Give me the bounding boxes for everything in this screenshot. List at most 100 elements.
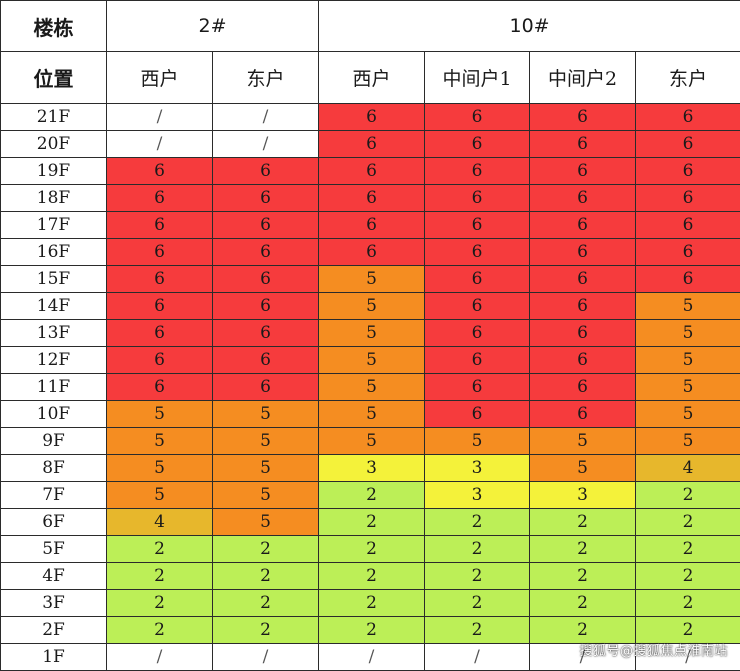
- unit-header-10-east: 东户: [636, 52, 740, 104]
- floor-label: 16F: [1, 239, 107, 266]
- rating-cell: 6: [107, 266, 213, 293]
- floor-label: 9F: [1, 428, 107, 455]
- rating-cell: 6: [530, 374, 636, 401]
- floor-label: 17F: [1, 212, 107, 239]
- rating-cell: 6: [530, 158, 636, 185]
- floor-label: 20F: [1, 131, 107, 158]
- building-label-cell: 楼栋: [1, 1, 107, 52]
- rating-cell: 6: [107, 320, 213, 347]
- rating-cell: 2: [636, 563, 740, 590]
- rating-cell: 5: [213, 455, 319, 482]
- rating-cell: 2: [213, 590, 319, 617]
- unit-header-10-middle-2: 中间户2: [530, 52, 636, 104]
- rating-cell: 2: [319, 617, 425, 644]
- rating-cell: 2: [425, 590, 530, 617]
- rating-cell: 6: [425, 104, 530, 131]
- floor-label: 3F: [1, 590, 107, 617]
- rating-cell: 2: [636, 482, 740, 509]
- rating-cell: 5: [636, 320, 740, 347]
- header-row-position: 位置 西户 东户 西户 中间户1 中间户2 东户: [1, 52, 740, 104]
- header-row-building: 楼栋 2# 10#: [1, 1, 740, 52]
- rating-cell: 6: [107, 212, 213, 239]
- rating-cell: 2: [319, 482, 425, 509]
- rating-cell: 6: [213, 293, 319, 320]
- rating-cell: /: [319, 644, 425, 671]
- rating-cell: 6: [636, 239, 740, 266]
- floor-label: 7F: [1, 482, 107, 509]
- rating-cell: 6: [213, 266, 319, 293]
- rating-cell: 6: [530, 239, 636, 266]
- rating-cell: 6: [425, 293, 530, 320]
- rating-cell: 6: [213, 320, 319, 347]
- rating-cell: 5: [319, 293, 425, 320]
- rating-cell: /: [107, 104, 213, 131]
- unit-header-2-west: 西户: [107, 52, 213, 104]
- rating-cell: 5: [107, 455, 213, 482]
- building-2-header: 2#: [107, 1, 319, 52]
- rating-cell: 6: [319, 239, 425, 266]
- rating-cell: 6: [425, 320, 530, 347]
- rating-cell: 6: [213, 239, 319, 266]
- rating-cell: 2: [636, 536, 740, 563]
- rating-cell: 6: [530, 293, 636, 320]
- rating-cell: 2: [213, 563, 319, 590]
- rating-cell: 6: [107, 347, 213, 374]
- floor-label: 18F: [1, 185, 107, 212]
- rating-cell: 5: [425, 428, 530, 455]
- rating-cell: 5: [319, 428, 425, 455]
- floor-label: 6F: [1, 509, 107, 536]
- rating-cell: 6: [213, 347, 319, 374]
- rating-cell: 5: [636, 428, 740, 455]
- rating-cell: 6: [425, 158, 530, 185]
- rating-cell: 2: [530, 590, 636, 617]
- rating-cell: 2: [530, 536, 636, 563]
- rating-cell: 6: [425, 131, 530, 158]
- rating-cell: 2: [107, 590, 213, 617]
- floor-label: 13F: [1, 320, 107, 347]
- rating-cell: 6: [530, 104, 636, 131]
- floor-label: 19F: [1, 158, 107, 185]
- rating-cell: 5: [213, 482, 319, 509]
- rating-cell: 2: [107, 536, 213, 563]
- rating-cell: 3: [319, 455, 425, 482]
- rating-cell: 2: [530, 563, 636, 590]
- rating-cell: 3: [425, 482, 530, 509]
- rating-cell: 6: [425, 401, 530, 428]
- rating-cell: 5: [636, 401, 740, 428]
- rating-cell: 5: [107, 401, 213, 428]
- rating-cell: 6: [636, 266, 740, 293]
- rating-cell: 6: [636, 104, 740, 131]
- rating-cell: 6: [636, 131, 740, 158]
- rating-cell: 6: [425, 212, 530, 239]
- rating-cell: 5: [530, 428, 636, 455]
- rating-cell: 5: [319, 401, 425, 428]
- rating-cell: 2: [530, 509, 636, 536]
- rating-cell: 4: [636, 455, 740, 482]
- rating-cell: /: [107, 644, 213, 671]
- rating-cell: 6: [107, 185, 213, 212]
- rating-cell: 2: [636, 509, 740, 536]
- rating-cell: 6: [636, 212, 740, 239]
- rating-cell: 6: [213, 212, 319, 239]
- rating-cell: 2: [425, 617, 530, 644]
- rating-cell: 6: [319, 185, 425, 212]
- rating-cell: 5: [319, 347, 425, 374]
- floor-label: 4F: [1, 563, 107, 590]
- rating-cell: 6: [530, 266, 636, 293]
- rating-cell: 2: [319, 563, 425, 590]
- floor-label: 15F: [1, 266, 107, 293]
- rating-cell: 6: [636, 158, 740, 185]
